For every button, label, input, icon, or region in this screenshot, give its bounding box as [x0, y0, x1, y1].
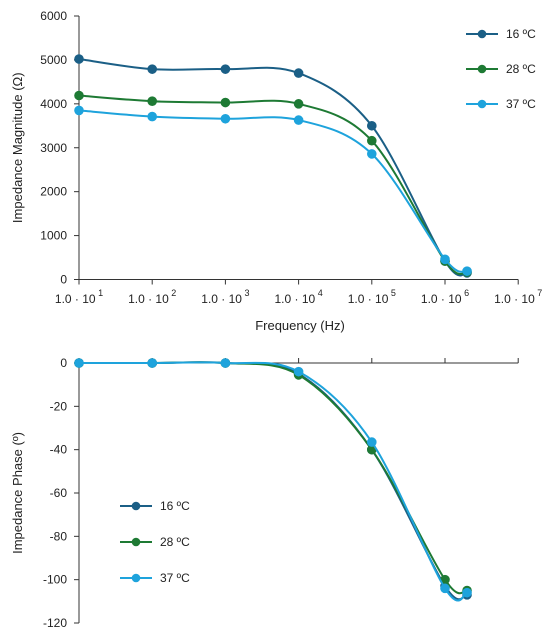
- y-tick-label: 1000: [40, 229, 67, 243]
- series-37c: [74, 358, 472, 602]
- legend-entry: 37 ºC: [120, 571, 190, 585]
- data-point: [74, 105, 84, 116]
- y-tick-label: 4000: [40, 97, 67, 111]
- data-point: [293, 68, 304, 78]
- legend-label: 28 ºC: [160, 535, 190, 549]
- data-point: [147, 64, 157, 74]
- legend-marker: [131, 501, 141, 511]
- data-point: [367, 135, 377, 146]
- legend-entry: 37 ºC: [466, 97, 536, 111]
- x-tick-label: 1.0 · 10 6: [421, 288, 469, 306]
- x-tick-label: 1.0 · 10 5: [348, 288, 396, 306]
- x-tick-label: 1.0 · 10 3: [201, 288, 249, 306]
- data-point: [462, 266, 472, 276]
- series-line: [78, 361, 468, 601]
- legend-marker: [131, 573, 141, 583]
- data-point: [440, 254, 450, 265]
- legend-marker: [477, 99, 487, 109]
- data-point: [220, 358, 231, 368]
- legend-label: 37 ºC: [506, 97, 536, 111]
- y-tick-label: 6000: [40, 9, 67, 23]
- data-point: [147, 96, 157, 106]
- y-tick-label: 3000: [40, 141, 67, 155]
- legend-marker: [477, 29, 487, 39]
- x-tick-label: 1.0 · 10 7: [494, 288, 542, 306]
- legend-marker: [477, 64, 487, 74]
- y-tick-label: -100: [43, 573, 67, 587]
- series-line: [78, 94, 468, 276]
- legend-label: 37 ºC: [160, 571, 190, 585]
- legend-entry: 16 ºC: [120, 499, 190, 513]
- y-axis-title: Impedance Magnitude (Ω): [10, 72, 25, 223]
- series-line: [78, 361, 468, 602]
- data-point: [367, 120, 377, 131]
- data-point: [74, 54, 84, 64]
- x-tick-label: 1.0 · 10 2: [128, 288, 176, 306]
- series-16c: [74, 54, 472, 278]
- x-axis-title: Frequency (Hz): [255, 318, 345, 333]
- data-point: [74, 90, 84, 101]
- legend-marker: [131, 537, 141, 547]
- data-point: [367, 437, 377, 447]
- y-tick-label: 0: [60, 356, 67, 370]
- y-tick-label: -20: [50, 399, 68, 413]
- data-point: [220, 64, 231, 74]
- series-28c: [74, 358, 472, 596]
- chart-2: 0 -20 -40 -60 -80 -100 -120 Impedance Phase (º)…: [10, 356, 519, 630]
- y-tick-label: 0: [60, 273, 67, 287]
- data-point: [220, 97, 231, 108]
- data-point: [293, 115, 304, 125]
- data-point: [440, 583, 450, 594]
- data-point: [147, 111, 157, 122]
- data-point: [367, 149, 377, 159]
- chart-1: 0 1000 2000 3000 4000 5000 6000 1.0 · 10 1 1.0 ·…: [10, 9, 542, 333]
- legend-label: 16 ºC: [506, 27, 536, 41]
- series-16c: [74, 358, 472, 601]
- data-point: [293, 366, 304, 377]
- legend-entry: 16 ºC: [466, 27, 536, 41]
- data-point: [74, 358, 84, 368]
- data-point: [220, 113, 231, 124]
- series-line: [78, 58, 468, 277]
- series-28c: [74, 90, 472, 277]
- legend-entry: 28 ºC: [466, 62, 536, 76]
- y-tick-label: -40: [50, 443, 68, 457]
- x-tick-label: 1.0 · 10 4: [274, 288, 322, 306]
- legend-label: 16 ºC: [160, 499, 190, 513]
- y-tick-label: -80: [50, 529, 68, 543]
- series-line: [78, 361, 468, 595]
- legend-label: 28 ºC: [506, 62, 536, 76]
- y-axis-title: Impedance Phase (º): [10, 432, 25, 554]
- y-tick-label: 2000: [40, 185, 67, 199]
- y-tick-label: -60: [50, 486, 68, 500]
- y-tick-label: 5000: [40, 53, 67, 67]
- data-point: [293, 99, 304, 109]
- data-point: [147, 358, 157, 368]
- y-tick-label: -120: [43, 616, 67, 630]
- series-37c: [74, 105, 472, 276]
- data-point: [462, 587, 472, 598]
- legend-entry: 28 ºC: [120, 535, 190, 549]
- x-tick-label: 1.0 · 10 1: [55, 288, 103, 306]
